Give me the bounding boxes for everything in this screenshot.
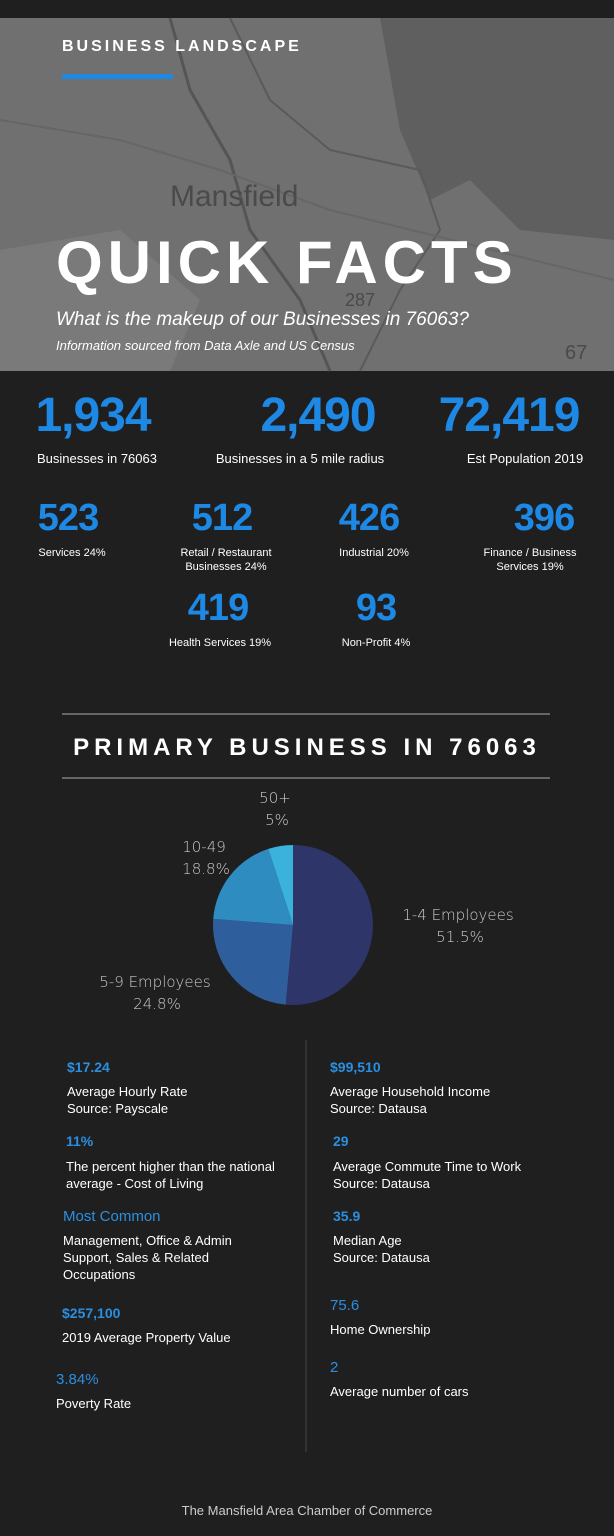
section-label: BUSINESS LANDSCAPE xyxy=(62,38,302,55)
stat-label: Est Population 2019 xyxy=(466,451,584,466)
accent-bar xyxy=(62,74,173,79)
sector-label: Health Services 19% xyxy=(168,637,272,649)
sector-value: 426 xyxy=(338,497,400,539)
fact-value: 29 xyxy=(333,1133,349,1149)
slice-category: 50+ xyxy=(259,789,291,807)
fact-text: Support, Sales & Related xyxy=(63,1250,209,1265)
sector-label: Retail / Restaurant Businesses 24% xyxy=(180,547,272,573)
fact-text: average - Cost of Living xyxy=(66,1176,204,1191)
sector-label: Industrial 20% xyxy=(339,547,409,559)
sector-label: Services 24% xyxy=(38,547,106,559)
fact-value: Most Common xyxy=(63,1208,161,1225)
fact-value: $99,510 xyxy=(330,1059,381,1075)
map-region xyxy=(380,18,614,240)
map-label: Mansfield xyxy=(170,180,299,213)
pie-slice xyxy=(213,918,293,1005)
slice-value: 51.5% xyxy=(436,928,484,946)
fact-text: Source: Payscale xyxy=(67,1101,169,1116)
footer: The Mansfield Area Chamber of Commerce xyxy=(181,1503,433,1518)
sector-value: 523 xyxy=(37,497,99,539)
pie-slice xyxy=(213,848,293,925)
sector-value: 93 xyxy=(355,587,397,629)
map-region xyxy=(0,230,200,371)
subtitle: What is the makeup of our Businesses in … xyxy=(56,309,469,330)
map-label: 287 xyxy=(345,290,376,310)
stat-label: Businesses in 76063 xyxy=(37,451,157,466)
fact-text: Management, Office & Admin xyxy=(63,1233,232,1248)
title: QUICK FACTS xyxy=(56,229,518,296)
slice-value: 18.8% xyxy=(182,860,230,878)
stat-value: 72,419 xyxy=(438,389,581,442)
fact-value: 35.9 xyxy=(333,1208,361,1224)
stat-value: 2,490 xyxy=(260,389,376,442)
fact-value: 2 xyxy=(330,1359,339,1376)
sector-value: 512 xyxy=(191,497,253,539)
fact-text: Source: Datausa xyxy=(330,1101,427,1116)
fact-value: 11% xyxy=(66,1133,94,1149)
fact-text: Average Commute Time to Work xyxy=(333,1159,522,1174)
slice-category: 1-4 Employees xyxy=(402,906,513,924)
slice-category: 10-49 xyxy=(182,838,226,856)
fact-text: Average number of cars xyxy=(330,1384,469,1399)
fact-value: 3.84% xyxy=(56,1371,99,1388)
map-border xyxy=(229,17,442,372)
fact-text: The percent higher than the national xyxy=(66,1159,275,1174)
stat-label: Businesses in a 5 mile radius xyxy=(215,451,385,466)
sector-label: Finance / Business Services 19% xyxy=(483,547,577,573)
fact-value: 75.6 xyxy=(330,1297,360,1314)
sector-value: 396 xyxy=(513,497,575,539)
fact-text: Poverty Rate xyxy=(56,1396,132,1411)
map-road xyxy=(168,17,332,372)
slice-category: 5-9 Employees xyxy=(99,973,210,991)
sector-value: 419 xyxy=(187,587,249,629)
pie-slice xyxy=(268,845,293,925)
section-title: PRIMARY BUSINESS IN 76063 xyxy=(73,734,541,761)
fact-value: $17.24 xyxy=(67,1059,110,1075)
fact-text: Source: Datausa xyxy=(333,1250,430,1265)
map-road xyxy=(0,119,614,281)
pie-slice xyxy=(285,845,373,1005)
fact-text: Average Hourly Rate xyxy=(67,1084,188,1099)
pie-chart: 1-4 Employees 51.5% 5-9 Employees 24.8% 10-4… xyxy=(99,789,513,1013)
source: Information sourced from Data Axle and U… xyxy=(56,338,355,353)
fact-text: Average Household Income xyxy=(330,1084,491,1099)
slice-value: 24.8% xyxy=(133,995,181,1013)
map-label: 67 xyxy=(565,342,588,364)
fact-text: Median Age xyxy=(333,1233,402,1248)
stat-value: 1,934 xyxy=(35,389,151,442)
fact-text: Home Ownership xyxy=(330,1322,431,1337)
fact-text: Occupations xyxy=(63,1267,136,1282)
slice-value: 5% xyxy=(265,811,289,829)
fact-value: $257,100 xyxy=(62,1305,121,1321)
fact-text: 2019 Average Property Value xyxy=(62,1330,231,1345)
fact-text: Source: Datausa xyxy=(333,1176,430,1191)
sector-label: Non-Profit 4% xyxy=(341,637,411,649)
